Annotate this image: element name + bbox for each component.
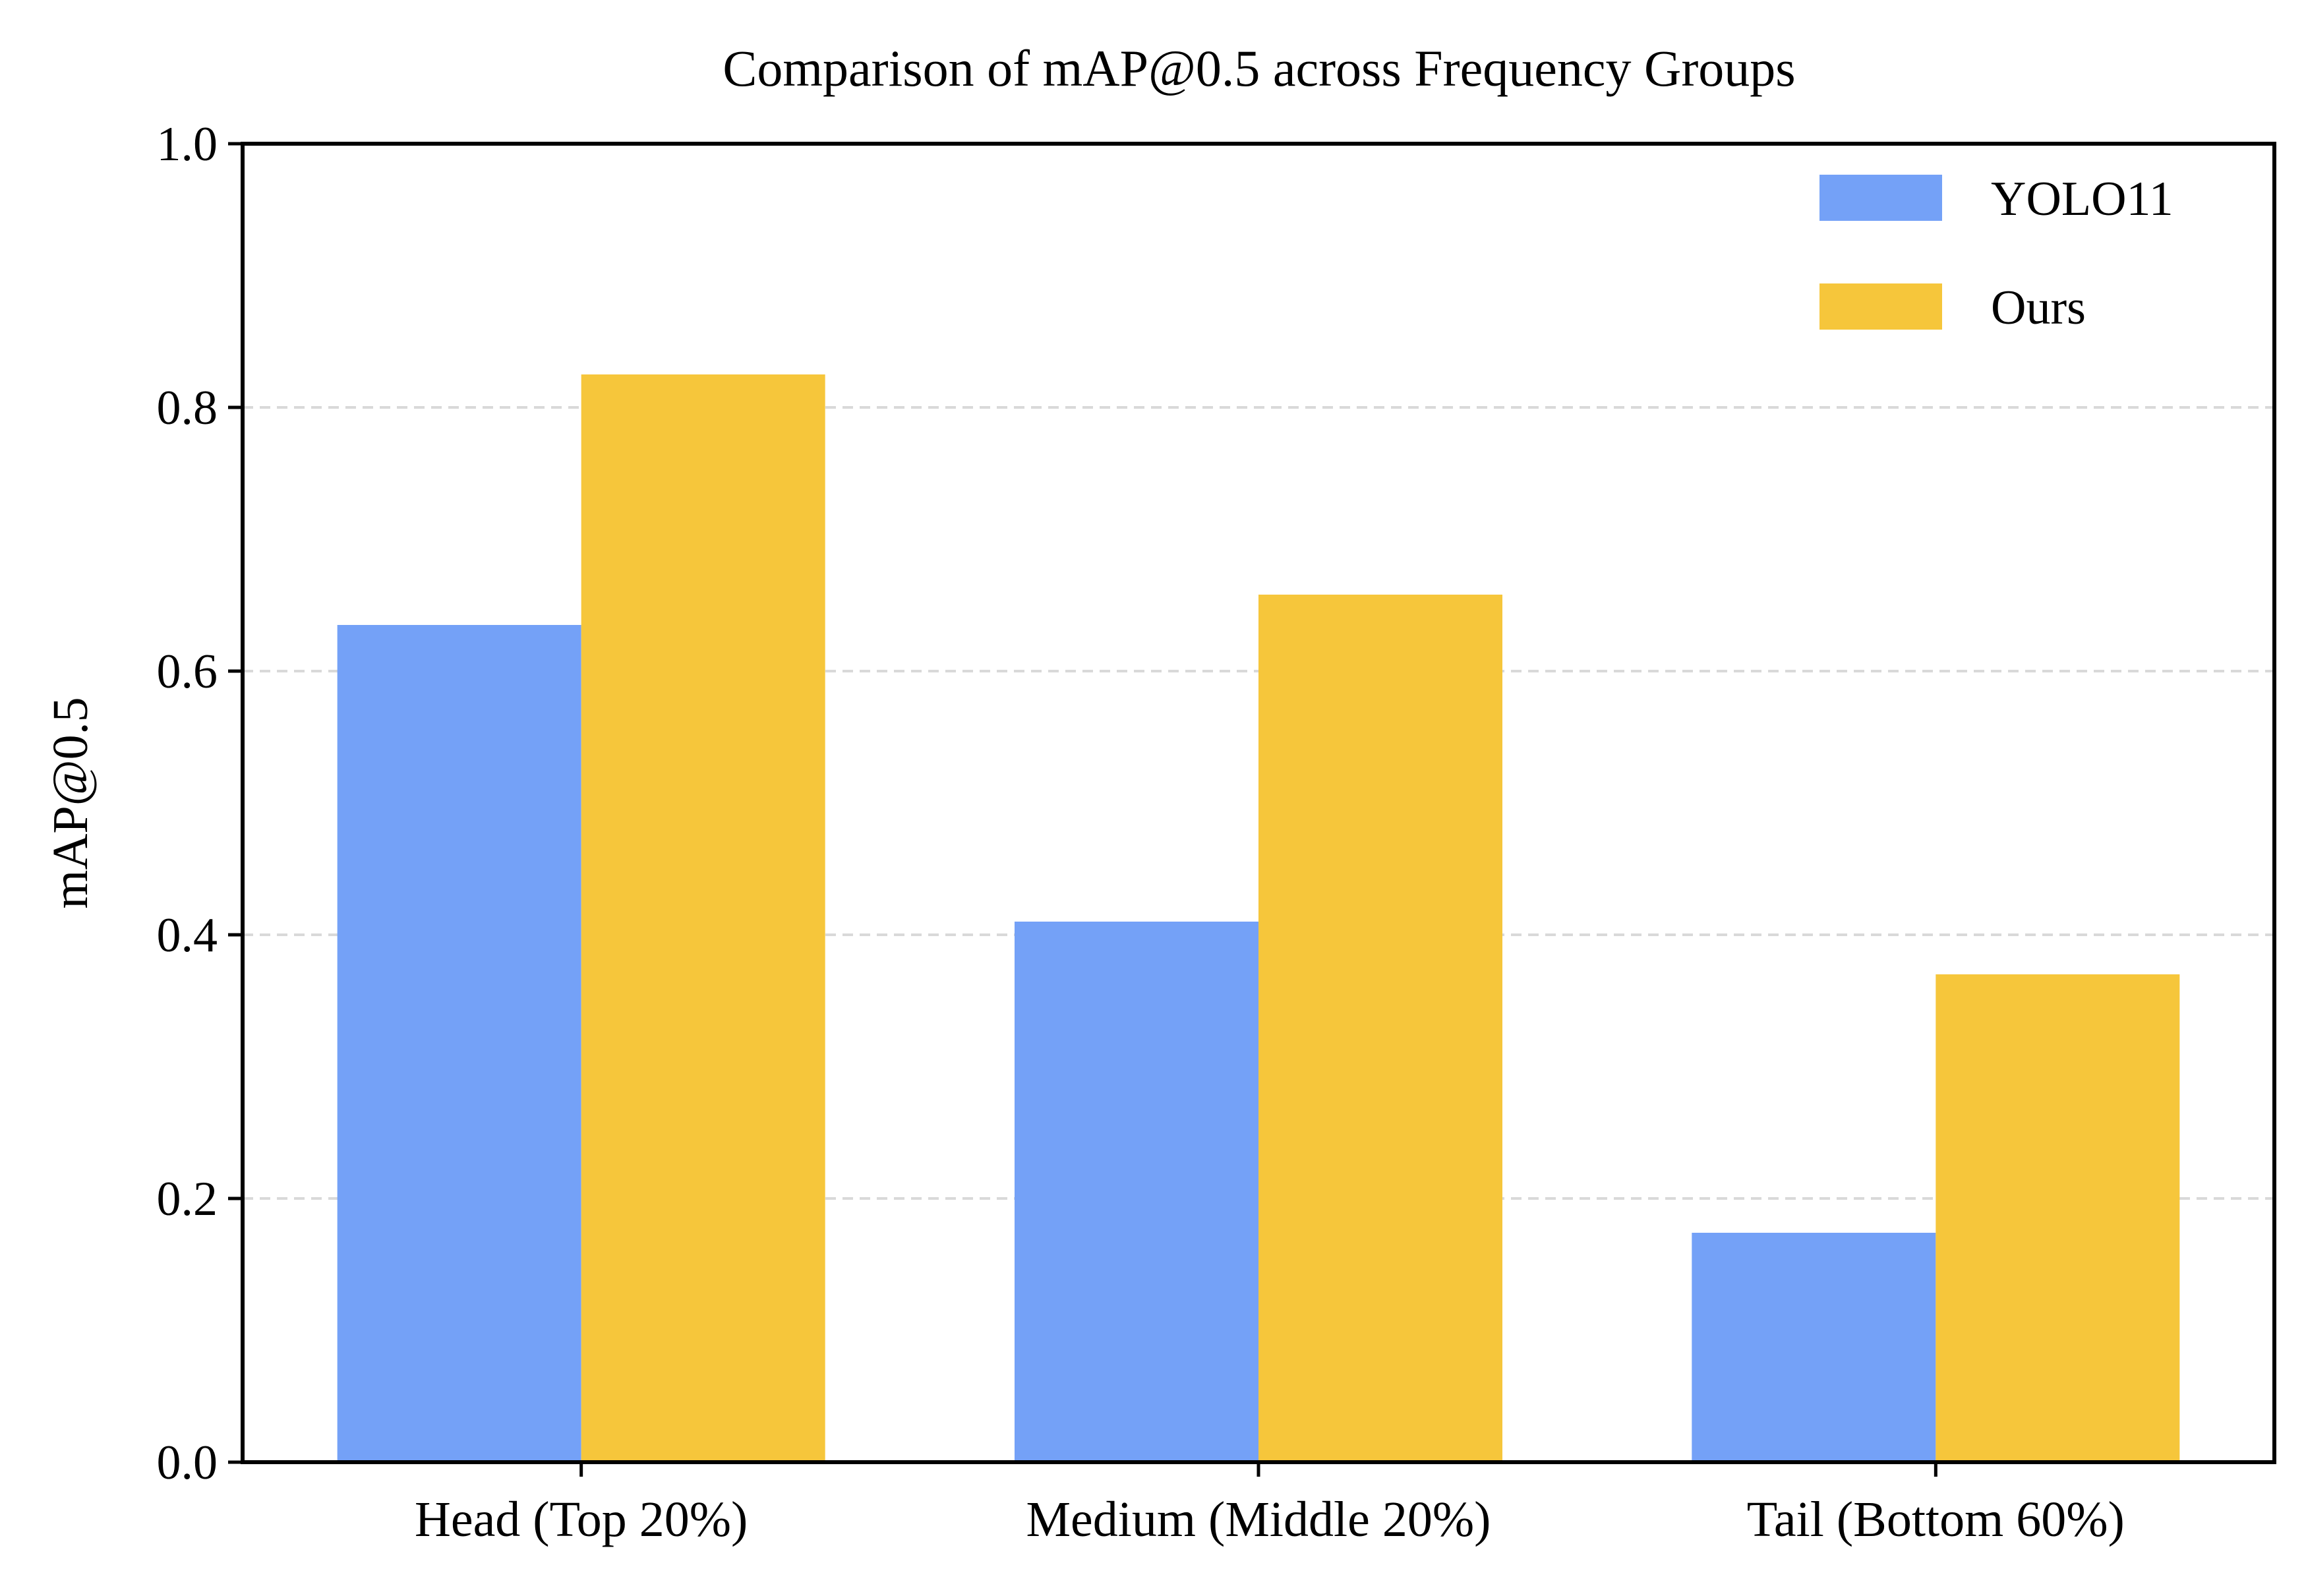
y-tick-label: 0.8 (157, 381, 218, 435)
y-tick-label: 0.0 (157, 1436, 218, 1490)
bar-ours-2 (1258, 595, 1502, 1462)
legend-swatch-ours (1819, 283, 1942, 330)
y-tick-label: 1.0 (157, 117, 218, 171)
chart-title: Comparison of mAP@0.5 across Frequency G… (723, 40, 1795, 97)
bar-ours-1 (581, 374, 825, 1462)
y-axis-ticks: 0.0 0.2 0.4 0.6 0.8 1.0 (157, 117, 243, 1490)
bar-yolo11-3 (1692, 1233, 1936, 1462)
x-axis-ticks: Head (Top 20%) Medium (Middle 20%) Tail (B… (415, 1462, 2125, 1547)
x-tick-label: Tail (Bottom 60%) (1747, 1492, 2125, 1547)
y-axis-label: mAP@0.5 (43, 697, 98, 908)
bar-yolo11-1 (337, 625, 581, 1462)
legend-label-ours: Ours (1991, 281, 2086, 335)
legend: YOLO11 Ours (1819, 172, 2173, 335)
x-tick-label: Medium (Middle 20%) (1026, 1492, 1491, 1547)
x-tick-label: Head (Top 20%) (415, 1492, 748, 1547)
legend-label-yolo11: YOLO11 (1991, 172, 2173, 226)
y-tick-label: 0.6 (157, 645, 218, 699)
bars (337, 374, 2180, 1462)
bar-ours-3 (1936, 974, 2180, 1462)
legend-swatch-yolo11 (1819, 175, 1942, 221)
y-tick-label: 0.2 (157, 1172, 218, 1226)
y-tick-label: 0.4 (157, 908, 218, 962)
bar-yolo11-2 (1015, 922, 1258, 1462)
